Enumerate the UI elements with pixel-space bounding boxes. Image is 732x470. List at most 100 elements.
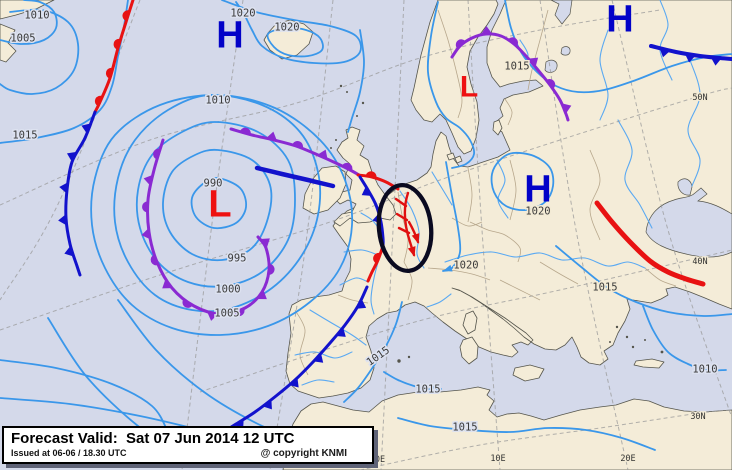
front-symbol-triangle	[289, 377, 299, 388]
river	[339, 277, 369, 286]
country-border	[527, 9, 549, 91]
isobar	[490, 151, 555, 212]
convection-arrow	[394, 197, 408, 208]
front-symbol-semicircle	[365, 171, 377, 179]
front-symbol-semicircle	[508, 37, 518, 47]
convection-arrow	[395, 212, 409, 222]
graticule-line	[0, 9, 661, 206]
isobar	[135, 121, 296, 288]
front-symbol-semicircle	[546, 79, 556, 89]
front-symbol-semicircle	[142, 201, 148, 213]
islet	[356, 115, 358, 117]
front-symbol-triangle	[81, 123, 91, 134]
attention-ellipse	[376, 182, 434, 274]
front-symbol-triangle	[659, 48, 671, 58]
water-black-sea	[645, 187, 732, 258]
pressure-center-h: H	[606, 0, 633, 40]
islet	[407, 355, 411, 359]
convection-arrow-head	[411, 233, 420, 244]
convection-arrow-head	[407, 246, 416, 257]
pressure-center-l: L	[208, 183, 231, 225]
pressure-center-h: H	[524, 168, 551, 210]
river	[399, 190, 425, 269]
graticule-label: 50N	[692, 93, 707, 103]
front-symbol-triangle	[162, 279, 172, 289]
isobar	[555, 245, 732, 317]
front-symbol-semicircle	[239, 127, 251, 135]
occluded-front	[229, 127, 361, 177]
front-symbol-triangle	[64, 245, 74, 257]
graticule-line	[0, 87, 732, 331]
isobar-label: 1010	[24, 10, 49, 22]
river	[687, 59, 701, 187]
isobar	[642, 305, 727, 372]
front-symbol-semicircle	[455, 39, 466, 49]
occluded-front	[146, 138, 271, 316]
front-symbol-triangle	[257, 290, 267, 300]
front-symbol-triangle	[262, 399, 272, 410]
graticule-line	[181, 0, 244, 470]
isobar-label: 1015	[452, 422, 477, 434]
islet	[397, 359, 401, 363]
land-eurasia	[285, 0, 732, 399]
isobar	[266, 26, 324, 58]
front-symbol-semicircle	[182, 299, 193, 308]
isobar-label: 1010	[692, 364, 717, 376]
islet	[631, 345, 635, 349]
country-border	[644, 267, 677, 287]
cold-front	[649, 44, 732, 61]
graticule-label: 30N	[690, 412, 705, 422]
graticule-line	[269, 0, 334, 470]
front-symbol-triangle	[317, 149, 328, 160]
country-border	[509, 159, 517, 221]
front-symbol-triangle	[684, 53, 696, 63]
isobar	[0, 0, 58, 45]
isobar-label: 995	[228, 253, 247, 265]
front-symbol-triangle	[260, 238, 270, 248]
front-symbol-semicircle	[122, 10, 130, 21]
forecast-info-row: Issued at 06-06 / 18.30 UTC @ copyright …	[11, 448, 365, 459]
graticule-label: 40N	[692, 257, 707, 267]
isobar	[90, 94, 354, 336]
river	[496, 159, 509, 219]
water-white-sea	[550, 0, 573, 25]
graticule-line	[539, 0, 629, 470]
water-lake-ladoga	[544, 59, 558, 73]
front-symbol-triangle	[361, 186, 372, 196]
front-symbol-semicircle	[105, 67, 113, 79]
front-symbol-semicircle	[150, 254, 159, 266]
islet	[346, 91, 348, 93]
isobar	[426, 1, 476, 169]
land-funen	[454, 155, 463, 164]
country-border	[504, 98, 513, 126]
isobar	[162, 148, 273, 262]
islet	[644, 339, 646, 341]
isobar-label: 1020	[525, 206, 550, 218]
water-sea-of-azov	[677, 178, 693, 196]
isobar-label: 1015	[504, 61, 529, 73]
front-symbol-triangle	[143, 174, 153, 186]
land-corsica	[462, 310, 478, 335]
graticule-line	[467, 0, 501, 470]
front-symbol-semicircle	[268, 263, 275, 275]
islet	[339, 84, 343, 88]
islet	[361, 101, 365, 105]
graticule-label: 20E	[620, 454, 635, 464]
land-scandinavia	[410, 0, 499, 155]
isobar-label: 1020	[274, 22, 299, 34]
river	[659, 0, 673, 81]
front-symbol-triangle	[58, 214, 67, 226]
islet	[625, 335, 629, 339]
country-border	[539, 261, 579, 285]
forecast-info-box: Forecast Valid: Sat 07 Jun 2014 12 UTC I…	[2, 426, 374, 464]
isobar	[221, 0, 362, 65]
front-symbol-triangle	[561, 103, 572, 114]
warm-front	[366, 244, 385, 283]
issued-text: Issued at 06-06 / 18.30 UTC	[11, 448, 127, 458]
islet	[609, 341, 611, 343]
river	[617, 119, 653, 229]
river	[301, 379, 335, 386]
land-sicily	[512, 364, 545, 382]
warm-front	[594, 200, 706, 287]
